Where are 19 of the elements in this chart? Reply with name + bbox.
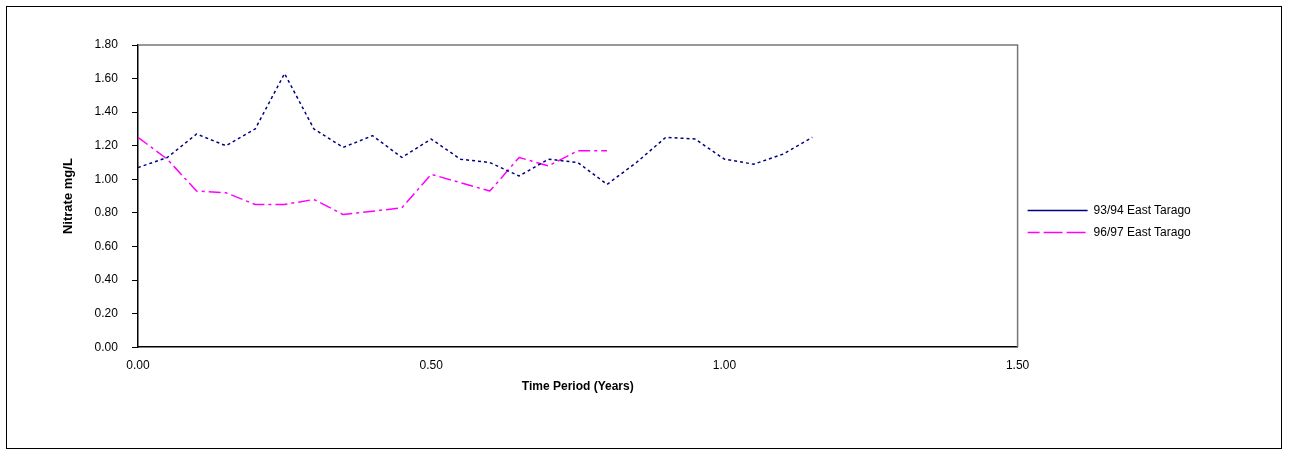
y-tick-label: 0.40: [94, 272, 119, 287]
legend-label: 93/94 East Tarago: [1093, 202, 1192, 217]
x-tick-label: 0.50: [419, 357, 444, 372]
y-tick-label: 0.00: [94, 339, 119, 354]
line-series: [137, 136, 608, 216]
x-tick-label: 0.00: [126, 357, 150, 372]
y-tick-label: 0.20: [94, 305, 119, 320]
y-axis-title: Nitrate mg/L: [60, 158, 76, 235]
y-tick-label: 1.40: [94, 104, 119, 119]
y-tick-label: 1.00: [94, 171, 119, 186]
legend-label: 96/97 East Tarago: [1093, 224, 1192, 239]
y-tick-label: 0.80: [94, 205, 119, 220]
y-tick-label: 0.60: [94, 238, 119, 253]
x-axis-title: Time Period (Years): [521, 379, 634, 394]
x-tick-label: 1.50: [1005, 357, 1030, 372]
y-tick-label: 1.60: [94, 70, 119, 85]
y-tick-label: 1.20: [94, 138, 119, 153]
x-tick-label: 1.00: [712, 357, 737, 372]
y-tick-label: 1.80: [94, 37, 119, 52]
